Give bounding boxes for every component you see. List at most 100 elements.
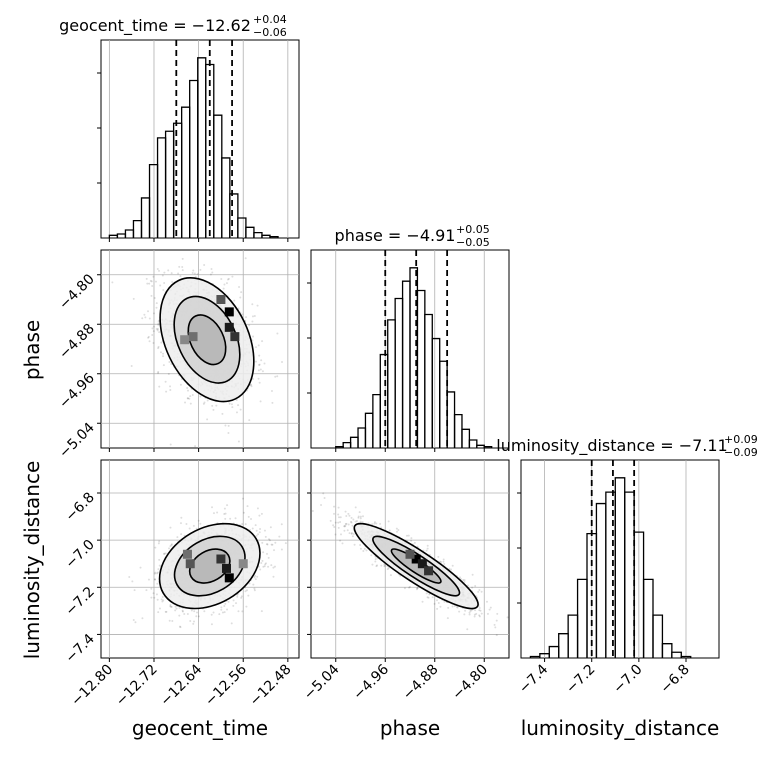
sample-point (188, 397, 191, 400)
sample-point (227, 600, 230, 603)
sample-point (478, 615, 481, 618)
sample-point (199, 268, 202, 271)
sample-point (329, 519, 332, 522)
sample-point (227, 431, 230, 434)
sample-point (218, 613, 221, 616)
sample-point (237, 404, 240, 407)
tick-label-x: −5.04 (301, 661, 343, 703)
sample-point (157, 320, 160, 323)
sample-point (347, 523, 350, 526)
sample-point (251, 527, 254, 530)
sample-point (428, 593, 431, 596)
sample-point (362, 549, 365, 552)
sample-point (156, 268, 159, 271)
sample-point (251, 303, 254, 306)
density-peak (424, 566, 434, 576)
title-luminosity-distance-down: −0.09 (724, 446, 758, 459)
sample-point (257, 344, 260, 347)
sample-point (241, 497, 244, 500)
sample-point (256, 507, 259, 510)
sample-point (162, 289, 165, 292)
sample-point (343, 525, 346, 528)
sample-point (439, 560, 442, 563)
sample-point (160, 341, 163, 344)
sample-point (261, 340, 264, 343)
sample-point (451, 564, 454, 567)
sample-point (162, 355, 165, 358)
sample-point (235, 411, 238, 414)
sample-point (189, 395, 192, 398)
sample-point (225, 282, 228, 285)
sample-point (226, 278, 229, 281)
sample-point (259, 400, 262, 403)
sample-point (255, 529, 258, 532)
sample-point (141, 617, 144, 620)
sample-point (224, 424, 227, 427)
sample-point (241, 610, 244, 613)
sample-point (111, 281, 114, 284)
density-peak (224, 307, 234, 317)
sample-point (210, 613, 213, 616)
sample-point (416, 587, 419, 590)
density-peak (185, 559, 195, 569)
sample-point (358, 511, 361, 514)
sample-point (262, 565, 265, 568)
sample-point (161, 600, 164, 603)
sample-point (271, 401, 274, 404)
hist-bar (483, 446, 493, 448)
sample-point (230, 403, 233, 406)
sample-point (210, 268, 213, 271)
sample-point (339, 520, 342, 523)
sample-point (485, 600, 488, 603)
sample-point (180, 516, 183, 519)
sample-point (493, 623, 496, 626)
sample-point (152, 325, 155, 328)
sample-point (211, 404, 214, 407)
sample-point (199, 395, 202, 398)
sample-point (383, 565, 386, 568)
title-geocent-time-up: +0.04 (253, 13, 287, 26)
sample-point (478, 614, 481, 617)
sample-point (245, 316, 248, 319)
tick-label-x: −12.72 (113, 662, 161, 710)
sample-point (212, 512, 215, 515)
sample-point (496, 612, 499, 615)
sample-point (153, 296, 156, 299)
sample-point (466, 628, 469, 631)
sample-point (150, 280, 153, 283)
sample-point (183, 612, 186, 615)
sample-point (337, 513, 340, 516)
sample-point (350, 521, 353, 524)
sample-point (254, 578, 257, 581)
sample-point (410, 539, 413, 542)
sample-point (448, 567, 451, 570)
sample-point (152, 592, 155, 595)
sample-point (320, 504, 323, 507)
sample-point (373, 521, 376, 524)
sample-point (188, 527, 191, 530)
sample-point (480, 590, 483, 593)
hist-bar (269, 236, 279, 238)
sample-point (193, 610, 196, 613)
sample-point (280, 523, 283, 526)
sample-point (193, 272, 196, 275)
sample-point (151, 334, 154, 337)
sample-point (495, 619, 498, 622)
sample-point (375, 522, 378, 525)
sample-point (333, 512, 336, 515)
sample-point (265, 543, 268, 546)
sample-point (157, 370, 160, 373)
sample-point (506, 616, 509, 619)
sample-point (348, 514, 351, 517)
sample-point (353, 543, 356, 546)
sample-point (345, 522, 348, 525)
sample-point (352, 518, 355, 521)
sample-point (145, 277, 148, 280)
sample-point (397, 529, 400, 532)
sample-point (220, 277, 223, 280)
sample-point (433, 602, 436, 605)
sample-point (351, 524, 354, 527)
tick-label-x: −6.8 (657, 662, 692, 697)
sample-point (239, 296, 242, 299)
